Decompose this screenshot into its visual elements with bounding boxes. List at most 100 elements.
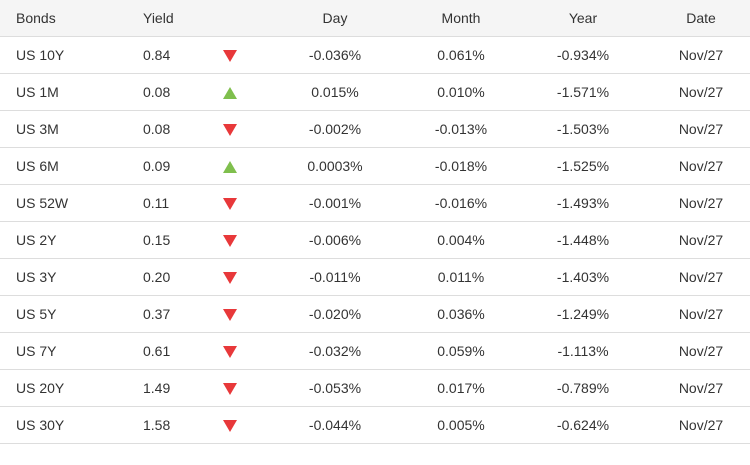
day-change: -0.006%	[262, 221, 408, 259]
day-change: -0.020%	[262, 295, 408, 333]
date-value: Nov/27	[652, 73, 750, 111]
year-change: -1.113%	[514, 332, 652, 370]
triangle-down-icon	[223, 346, 237, 359]
day-change: 0.015%	[262, 73, 408, 111]
date-value: Nov/27	[652, 36, 750, 74]
date-value: Nov/27	[652, 147, 750, 185]
bond-name-link[interactable]: US 52W	[0, 184, 132, 222]
year-change: -1.571%	[514, 73, 652, 111]
direction-cell	[212, 369, 262, 407]
year-change: -0.624%	[514, 406, 652, 444]
month-change: 0.017%	[408, 369, 514, 407]
triangle-up-icon	[223, 87, 237, 100]
year-change: -0.789%	[514, 369, 652, 407]
date-value: Nov/27	[652, 110, 750, 148]
bond-name-link[interactable]: US 3M	[0, 110, 132, 148]
direction-cell	[212, 258, 262, 296]
triangle-down-icon	[223, 309, 237, 322]
year-change: -1.525%	[514, 147, 652, 185]
table-row[interactable]: US 30Y 1.58 -0.044% 0.005% -0.624% Nov/27	[0, 406, 750, 444]
bond-name-link[interactable]: US 10Y	[0, 36, 132, 74]
day-change: 0.0003%	[262, 147, 408, 185]
date-value: Nov/27	[652, 406, 750, 444]
month-change: 0.005%	[408, 406, 514, 444]
year-change: -1.493%	[514, 184, 652, 222]
yield-value: 0.08	[132, 73, 212, 111]
triangle-up-icon	[223, 161, 237, 174]
year-change: -0.934%	[514, 36, 652, 74]
header-day[interactable]: Day	[262, 0, 408, 37]
date-value: Nov/27	[652, 369, 750, 407]
yield-value: 1.49	[132, 369, 212, 407]
header-bonds[interactable]: Bonds	[0, 0, 132, 37]
date-value: Nov/27	[652, 221, 750, 259]
header-year[interactable]: Year	[514, 0, 652, 37]
bond-name-link[interactable]: US 1M	[0, 73, 132, 111]
table-row[interactable]: US 1M 0.08 0.015% 0.010% -1.571% Nov/27	[0, 73, 750, 111]
yield-value: 0.11	[132, 184, 212, 222]
bond-name-link[interactable]: US 7Y	[0, 332, 132, 370]
table-row[interactable]: US 2Y 0.15 -0.006% 0.004% -1.448% Nov/27	[0, 221, 750, 259]
triangle-down-icon	[223, 383, 237, 396]
month-change: 0.059%	[408, 332, 514, 370]
header-month[interactable]: Month	[408, 0, 514, 37]
yield-value: 0.61	[132, 332, 212, 370]
month-change: -0.016%	[408, 184, 514, 222]
month-change: 0.011%	[408, 258, 514, 296]
triangle-down-icon	[223, 272, 237, 285]
bonds-table: Bonds Yield Day Month Year Date US 10Y 0.…	[0, 0, 750, 444]
date-value: Nov/27	[652, 184, 750, 222]
month-change: 0.061%	[408, 36, 514, 74]
direction-cell	[212, 147, 262, 185]
header-yield[interactable]: Yield	[132, 0, 212, 37]
day-change: -0.032%	[262, 332, 408, 370]
yield-value: 1.58	[132, 406, 212, 444]
triangle-down-icon	[223, 124, 237, 137]
day-change: -0.053%	[262, 369, 408, 407]
header-direction	[212, 0, 262, 37]
header-row: Bonds Yield Day Month Year Date	[0, 0, 750, 37]
direction-cell	[212, 332, 262, 370]
year-change: -1.448%	[514, 221, 652, 259]
direction-cell	[212, 73, 262, 111]
month-change: 0.036%	[408, 295, 514, 333]
direction-cell	[212, 221, 262, 259]
year-change: -1.403%	[514, 258, 652, 296]
table-row[interactable]: US 6M 0.09 0.0003% -0.018% -1.525% Nov/27	[0, 147, 750, 185]
triangle-down-icon	[223, 198, 237, 211]
table-row[interactable]: US 10Y 0.84 -0.036% 0.061% -0.934% Nov/27	[0, 36, 750, 74]
day-change: -0.011%	[262, 258, 408, 296]
table-row[interactable]: US 5Y 0.37 -0.020% 0.036% -1.249% Nov/27	[0, 295, 750, 333]
date-value: Nov/27	[652, 332, 750, 370]
year-change: -1.249%	[514, 295, 652, 333]
month-change: 0.010%	[408, 73, 514, 111]
bond-name-link[interactable]: US 30Y	[0, 406, 132, 444]
direction-cell	[212, 406, 262, 444]
year-change: -1.503%	[514, 110, 652, 148]
triangle-down-icon	[223, 235, 237, 248]
day-change: -0.001%	[262, 184, 408, 222]
bond-name-link[interactable]: US 5Y	[0, 295, 132, 333]
table-row[interactable]: US 3M 0.08 -0.002% -0.013% -1.503% Nov/27	[0, 110, 750, 148]
table-row[interactable]: US 7Y 0.61 -0.032% 0.059% -1.113% Nov/27	[0, 332, 750, 370]
day-change: -0.036%	[262, 36, 408, 74]
bond-name-link[interactable]: US 2Y	[0, 221, 132, 259]
table-row[interactable]: US 52W 0.11 -0.001% -0.016% -1.493% Nov/27	[0, 184, 750, 222]
table-row[interactable]: US 20Y 1.49 -0.053% 0.017% -0.789% Nov/27	[0, 369, 750, 407]
month-change: -0.013%	[408, 110, 514, 148]
direction-cell	[212, 36, 262, 74]
yield-value: 0.15	[132, 221, 212, 259]
table-body: US 10Y 0.84 -0.036% 0.061% -0.934% Nov/27 US 1…	[0, 36, 750, 444]
bond-name-link[interactable]: US 3Y	[0, 258, 132, 296]
yield-value: 0.08	[132, 110, 212, 148]
table-row[interactable]: US 3Y 0.20 -0.011% 0.011% -1.403% Nov/27	[0, 258, 750, 296]
date-value: Nov/27	[652, 295, 750, 333]
header-date[interactable]: Date	[652, 0, 750, 37]
day-change: -0.044%	[262, 406, 408, 444]
bond-name-link[interactable]: US 20Y	[0, 369, 132, 407]
bond-name-link[interactable]: US 6M	[0, 147, 132, 185]
yield-value: 0.84	[132, 36, 212, 74]
yield-value: 0.20	[132, 258, 212, 296]
direction-cell	[212, 295, 262, 333]
triangle-down-icon	[223, 50, 237, 63]
